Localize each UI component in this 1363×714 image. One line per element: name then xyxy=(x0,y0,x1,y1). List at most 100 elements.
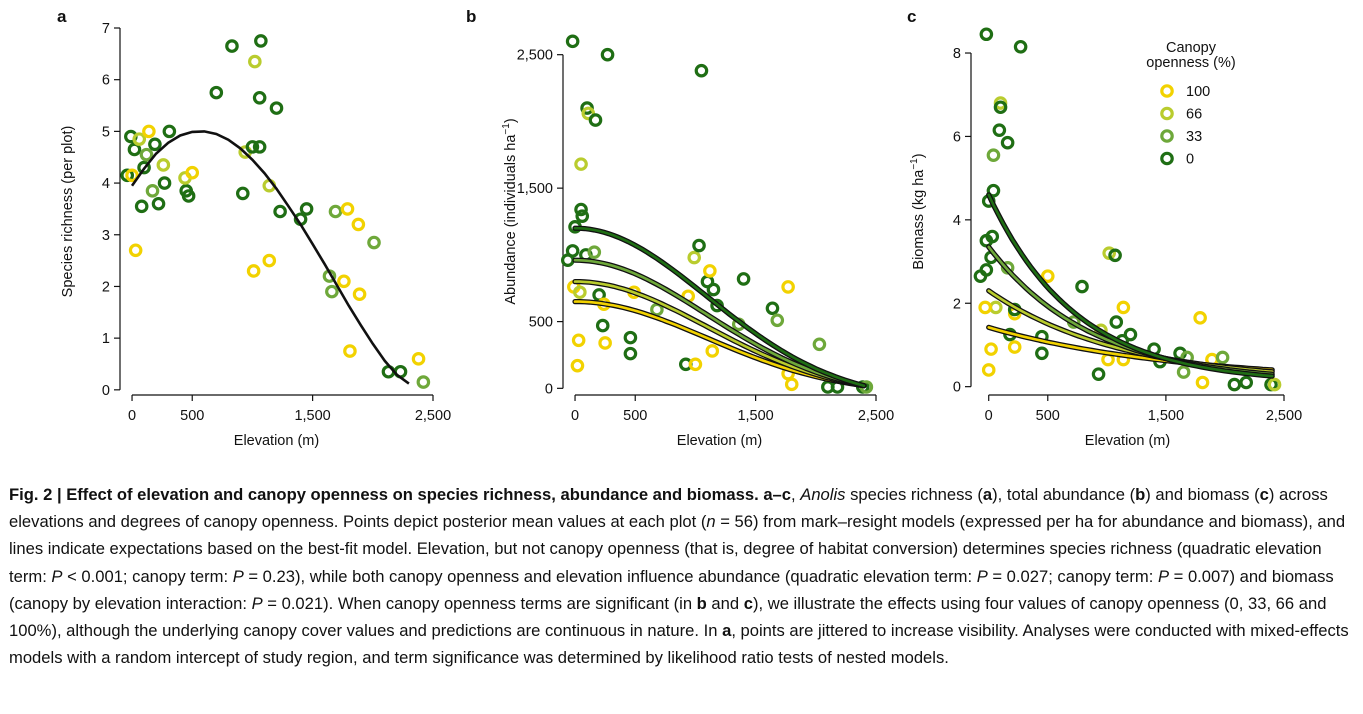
fit-line-canopy-0 xyxy=(573,226,866,387)
data-point xyxy=(151,196,166,211)
legend-swatch xyxy=(1160,129,1174,143)
data-point xyxy=(1116,300,1131,315)
data-point xyxy=(989,300,1003,315)
data-point xyxy=(736,272,751,286)
data-point xyxy=(181,189,196,203)
data-point xyxy=(343,344,357,358)
data-point xyxy=(784,377,799,392)
data-point xyxy=(598,336,612,350)
caption-text: = 0.007) and biomass (canopy by elevatio… xyxy=(9,566,1334,613)
data-point xyxy=(1227,377,1242,392)
data-point xyxy=(565,34,580,49)
x-axis-label: Elevation (m) xyxy=(1085,433,1170,449)
legend-swatch xyxy=(1160,106,1174,121)
data-point xyxy=(986,183,1001,198)
data-point xyxy=(156,158,171,172)
data-point xyxy=(209,85,224,100)
x-tick-label: 500 xyxy=(180,408,204,424)
data-point xyxy=(299,202,314,216)
data-point xyxy=(1007,340,1022,354)
caption-text: ), we illustrate the effects using four … xyxy=(9,593,1327,641)
figure-caption: Fig. 2 | Effect of elevation and canopy … xyxy=(9,485,1349,668)
y-tick-label: 8 xyxy=(953,46,961,62)
x-tick-label: 1,500 xyxy=(294,408,330,424)
data-point xyxy=(588,113,603,127)
y-tick-label: 0 xyxy=(102,383,110,399)
data-point xyxy=(570,358,585,373)
data-point xyxy=(127,142,142,157)
data-point xyxy=(142,124,156,139)
y-axis-label-close: ) xyxy=(503,118,519,123)
data-point xyxy=(1267,377,1282,392)
y-tick-label: 5 xyxy=(102,124,110,140)
fit-line-canopy-66-outline xyxy=(986,288,1275,375)
data-point xyxy=(1000,135,1015,150)
panel-a: a 0 1 2 3 4 5 6 7 0 500 1,500 2,500 Elevation (m) Spec… xyxy=(57,7,451,449)
data-point xyxy=(595,318,610,333)
y-tick-label: 2,500 xyxy=(517,48,553,64)
y-tick-label: 2 xyxy=(102,279,110,295)
y-tick-label: 1 xyxy=(102,331,110,347)
data-point xyxy=(687,250,702,265)
data-point xyxy=(1195,375,1210,390)
caption-text: a xyxy=(982,485,993,504)
data-point xyxy=(416,375,431,389)
caption-text: P xyxy=(1157,566,1170,586)
data-point xyxy=(1075,279,1089,294)
caption-text: and xyxy=(706,593,744,613)
y-tick-label: 6 xyxy=(102,73,110,89)
data-point xyxy=(411,352,426,366)
data-point xyxy=(705,344,720,358)
figure-2: a 0 1 2 3 4 5 6 7 0 500 1,500 2,500 Elevation (m) Spec… xyxy=(57,7,1302,449)
caption-text: b xyxy=(1135,485,1146,504)
caption-text: n xyxy=(706,512,716,532)
fit-line-canopy-33 xyxy=(573,258,866,387)
data-point xyxy=(703,264,717,278)
legend-label: 66 xyxy=(1186,107,1202,123)
panel-label: a xyxy=(57,7,67,26)
y-axis-label-text: Species richness (per plot) xyxy=(60,126,76,298)
y-tick-label: 500 xyxy=(529,315,553,331)
data-point xyxy=(254,34,268,48)
caption-text: ) across elevations and degrees of canop… xyxy=(9,485,1328,532)
data-point xyxy=(765,301,780,316)
y-axis-label-sup: −1 xyxy=(909,158,920,170)
data-point xyxy=(128,243,143,258)
data-point xyxy=(981,363,996,377)
x-tick-label: 2,500 xyxy=(858,408,894,424)
data-point xyxy=(623,346,638,361)
x-tick-label: 500 xyxy=(623,408,647,424)
legend-swatch xyxy=(1160,151,1174,166)
data-point xyxy=(162,124,177,139)
caption-text: = 0.021). When canopy openness terms are… xyxy=(262,593,697,613)
caption-text: = 0.027; canopy term: xyxy=(987,566,1158,586)
data-point xyxy=(1108,248,1122,263)
data-point xyxy=(623,330,638,345)
x-tick-label: 2,500 xyxy=(1266,408,1302,424)
y-tick-label: 6 xyxy=(953,129,961,145)
y-tick-label: 2 xyxy=(953,296,961,312)
legend-title: openness (%) xyxy=(1146,55,1235,71)
data-point xyxy=(139,147,154,162)
data-point xyxy=(573,285,587,300)
data-point xyxy=(328,204,343,219)
data-point xyxy=(252,90,267,105)
y-axis-label: Abundance (individuals ha−1) xyxy=(501,118,519,304)
y-tick-label: 4 xyxy=(102,176,110,192)
legend-label: 100 xyxy=(1186,84,1210,100)
panel-c: c 0 2 4 6 8 0 500 1,500 2,500 Elevation (m) Biomass… xyxy=(907,7,1302,449)
fit-line-canopy-66 xyxy=(987,289,1274,373)
data-point xyxy=(984,342,998,356)
y-axis-label-text: Biomass (kg ha xyxy=(911,169,927,270)
caption-text: c xyxy=(743,593,753,613)
data-point xyxy=(694,63,709,78)
legend-swatch xyxy=(1160,84,1174,98)
data-point xyxy=(993,100,1008,115)
data-point xyxy=(1123,327,1138,342)
data-point xyxy=(157,176,172,190)
x-tick-label: 2,500 xyxy=(415,408,451,424)
caption-text: Anolis xyxy=(800,485,846,504)
caption-text: a xyxy=(722,621,732,641)
legend-title: Canopy xyxy=(1166,40,1217,56)
data-point xyxy=(1215,350,1230,365)
